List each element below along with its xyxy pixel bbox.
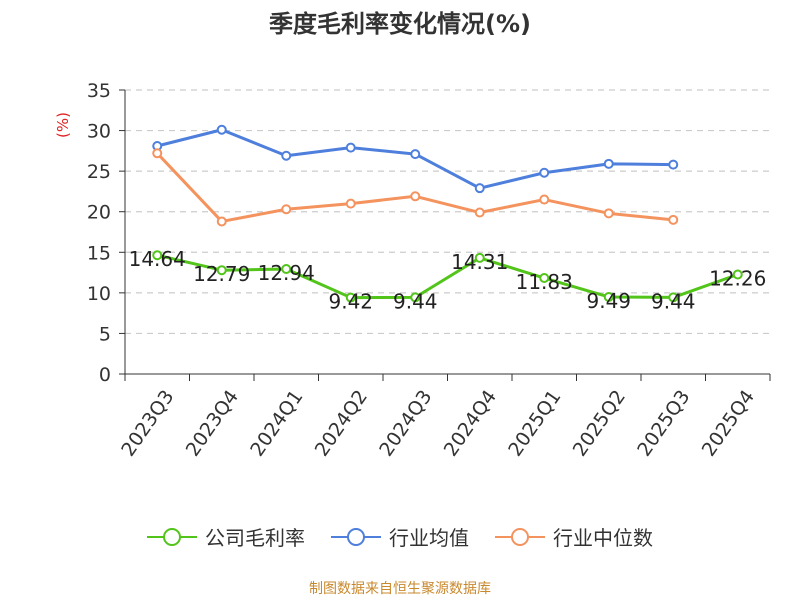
x-tick-label: 2023Q3 (117, 386, 178, 460)
data-point (216, 124, 227, 135)
data-label: 9.44 (393, 289, 438, 313)
series-line (156, 253, 739, 300)
chart-title: 季度毛利率变化情况(%) (269, 10, 531, 38)
data-point (345, 142, 356, 153)
x-tick-label: 2024Q4 (440, 386, 501, 460)
x-tick-label: 2025Q4 (698, 386, 759, 460)
y-axis-unit-label: (%) (54, 112, 72, 138)
data-point (216, 216, 227, 227)
legend-label-industry-mean: 行业均值 (389, 526, 469, 550)
data-point (410, 149, 421, 160)
x-tick-label: 2024Q2 (311, 386, 372, 460)
data-point (474, 252, 485, 263)
y-tick-label: 25 (87, 161, 111, 183)
data-point (281, 204, 292, 215)
data-label: 14.31 (451, 250, 508, 274)
y-tick-label: 30 (87, 121, 111, 143)
data-point (603, 208, 614, 219)
data-point (410, 191, 421, 202)
data-label: 12.94 (258, 261, 315, 285)
y-tick-label: 35 (87, 80, 111, 102)
data-point (603, 158, 614, 169)
data-point (474, 183, 485, 194)
data-point (539, 167, 550, 178)
y-tick-label: 10 (87, 283, 111, 305)
data-point (410, 292, 421, 303)
data-point (603, 291, 614, 302)
data-point (732, 269, 743, 280)
data-point (539, 273, 550, 284)
data-label: 12.26 (709, 267, 766, 291)
legend-swatch-company (147, 527, 197, 546)
data-point (281, 264, 292, 275)
y-tick-label: 0 (99, 364, 111, 386)
legend-item-industry-median[interactable]: 行业中位数 (495, 522, 653, 551)
data-point (474, 207, 485, 218)
data-point (668, 292, 679, 303)
data-point (668, 159, 679, 170)
data-point (216, 265, 227, 276)
data-point (152, 148, 163, 159)
data-label: 12.79 (193, 262, 250, 286)
data-point (152, 250, 163, 261)
y-tick-label: 20 (87, 202, 111, 224)
legend-item-industry-mean[interactable]: 行业均值 (331, 522, 469, 551)
data-point (668, 214, 679, 225)
x-tick-label: 2023Q4 (182, 386, 243, 460)
legend-label-industry-median: 行业中位数 (553, 526, 653, 550)
x-tick-label: 2025Q2 (569, 386, 630, 460)
y-tick-label: 15 (87, 242, 111, 264)
legend-swatch-industry-median (495, 527, 545, 546)
y-tick-label: 5 (99, 323, 111, 345)
data-point (345, 292, 356, 303)
data-label: 9.49 (586, 289, 631, 313)
data-label: 14.64 (129, 247, 186, 271)
data-point (345, 198, 356, 209)
chart-legend: 公司毛利率 行业均值 行业中位数 (0, 522, 800, 551)
data-point (281, 150, 292, 161)
data-point (539, 194, 550, 205)
legend-swatch-industry-mean (331, 527, 381, 546)
x-tick-label: 2025Q3 (633, 386, 694, 460)
x-tick-label: 2024Q3 (375, 386, 436, 460)
data-label: 9.44 (651, 289, 696, 313)
x-tick-label: 2025Q1 (504, 386, 565, 460)
legend-label-company: 公司毛利率 (205, 526, 305, 550)
data-source-note: 制图数据来自恒生聚源数据库 (309, 581, 491, 597)
x-tick-label: 2024Q1 (246, 386, 307, 460)
data-label: 11.83 (516, 270, 573, 294)
legend-item-company[interactable]: 公司毛利率 (147, 522, 305, 551)
data-label: 9.42 (328, 290, 373, 314)
